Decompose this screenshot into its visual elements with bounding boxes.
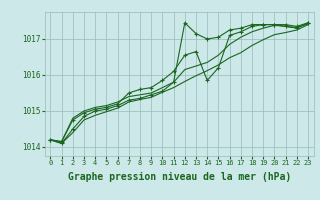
X-axis label: Graphe pression niveau de la mer (hPa): Graphe pression niveau de la mer (hPa) <box>68 172 291 182</box>
